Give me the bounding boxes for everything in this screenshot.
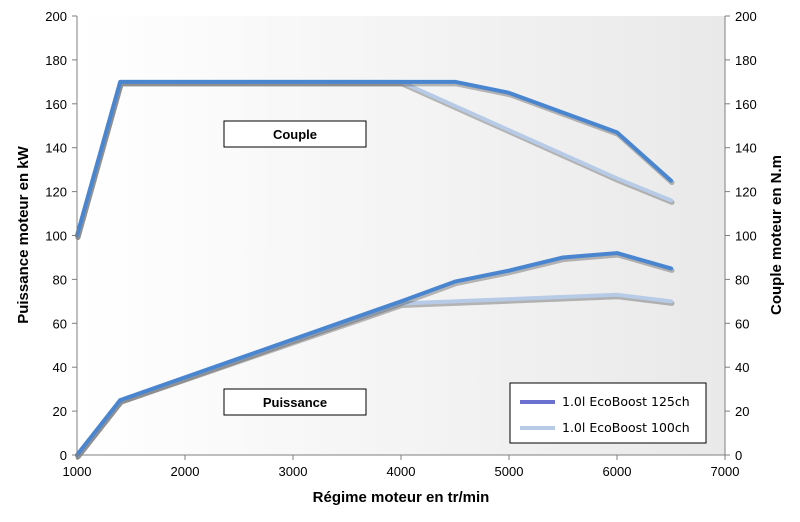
legend-label-125ch: 1.0l EcoBoost 125ch (562, 394, 690, 409)
legend: 1.0l EcoBoost 125ch 1.0l EcoBoost 100ch (509, 382, 707, 444)
x-tick-label: 2000 (171, 464, 200, 479)
y-tick-label: 160 (45, 97, 67, 112)
x-tick-label: 3000 (279, 464, 308, 479)
x-tick-label: 5000 (495, 464, 524, 479)
y2-tick-label: 40 (735, 360, 749, 375)
plot-area (77, 16, 725, 455)
series-line-1-0l-ecoboost-125ch-power (75, 251, 673, 457)
x-tick-label: 7000 (711, 464, 740, 479)
annotation-puissance: Puissance (263, 395, 327, 410)
x-tick-label: 4000 (387, 464, 416, 479)
x-tick-label: 6000 (603, 464, 632, 479)
y-tick-label: 40 (53, 360, 67, 375)
y2-tick-label: 180 (735, 53, 757, 68)
annotation-puissance-box: Puissance (223, 388, 367, 416)
y-tick-label: 0 (60, 448, 67, 463)
annotation-couple-box: Couple (223, 120, 367, 148)
y-tick-label: 100 (45, 229, 67, 244)
x-tick-label: 1000 (63, 464, 92, 479)
y2-tick-label: 100 (735, 229, 757, 244)
y-tick-label: 60 (53, 316, 67, 331)
y-tick-label: 20 (53, 404, 67, 419)
y2-tick-label: 140 (735, 141, 757, 156)
y2-tick-label: 160 (735, 97, 757, 112)
series-line-1-0l-ecoboost-125ch-power-shadow (75, 252, 675, 460)
y2-tick-label: 20 (735, 404, 749, 419)
y2-tick-label: 0 (735, 448, 742, 463)
y-tick-label: 180 (45, 53, 67, 68)
y2-tick-label: 200 (735, 9, 757, 24)
y-tick-label: 200 (45, 9, 67, 24)
y-tick-label: 80 (53, 272, 67, 287)
legend-label-100ch: 1.0l EcoBoost 100ch (562, 420, 690, 435)
x-axis-title: Régime moteur en tr/min (313, 489, 490, 506)
y2-axis-title: Couple moteur en N.m (768, 155, 785, 315)
legend-box (509, 382, 707, 444)
y-tick-label: 140 (45, 141, 67, 156)
y-tick-label: 120 (45, 185, 67, 200)
y2-tick-label: 80 (735, 272, 749, 287)
series-line-1-0l-ecoboost-125ch-torque (75, 79, 673, 238)
y2-tick-label: 120 (735, 185, 757, 200)
annotation-couple: Couple (273, 127, 317, 142)
y2-tick-label: 60 (735, 316, 749, 331)
y-axis-title: Puissance moteur en kW (15, 145, 32, 323)
